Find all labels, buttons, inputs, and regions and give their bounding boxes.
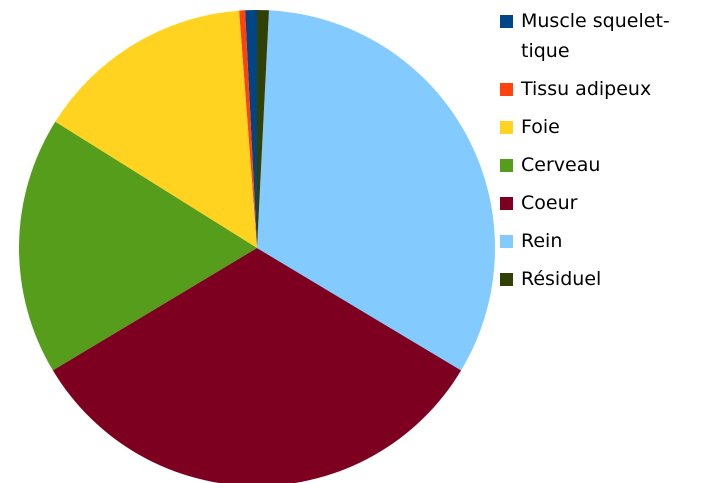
legend-swatch [500, 159, 513, 172]
legend-label: Rein [521, 230, 563, 252]
legend-label: Tissu adipeux [521, 78, 652, 100]
legend-item: Coeur [500, 188, 715, 218]
pie-area [18, 10, 496, 483]
legend-item: Cerveau [500, 150, 715, 180]
pie-slice [257, 10, 269, 248]
pie-slice [239, 10, 257, 249]
legend-item: Rein [500, 226, 715, 256]
legend-label: Cerveau [521, 154, 601, 176]
legend-item: Tissu adipeux [500, 74, 715, 104]
legend-label: Foie [521, 116, 560, 138]
legend-swatch [500, 83, 513, 96]
pie-slice [245, 10, 257, 248]
pie-slice [52, 248, 462, 483]
pie-slice [55, 10, 257, 249]
legend-label: Coeur [521, 192, 578, 214]
legend-item: Muscle squelet-tique [500, 6, 715, 66]
legend-swatch [500, 273, 513, 286]
legend-swatch [500, 15, 513, 28]
legend-label: Muscle squelet-tique [521, 10, 670, 62]
legend-swatch [500, 197, 513, 210]
legend-item: Résiduel [500, 264, 715, 294]
pie-slice [257, 10, 496, 371]
legend-swatch [500, 235, 513, 248]
legend-swatch [500, 121, 513, 134]
pie-slice [18, 121, 258, 371]
legend-label: Résiduel [521, 268, 602, 290]
legend-item: Foie [500, 112, 715, 142]
legend: Muscle squelet-tique Tissu adipeux Foie Cer… [500, 6, 715, 302]
